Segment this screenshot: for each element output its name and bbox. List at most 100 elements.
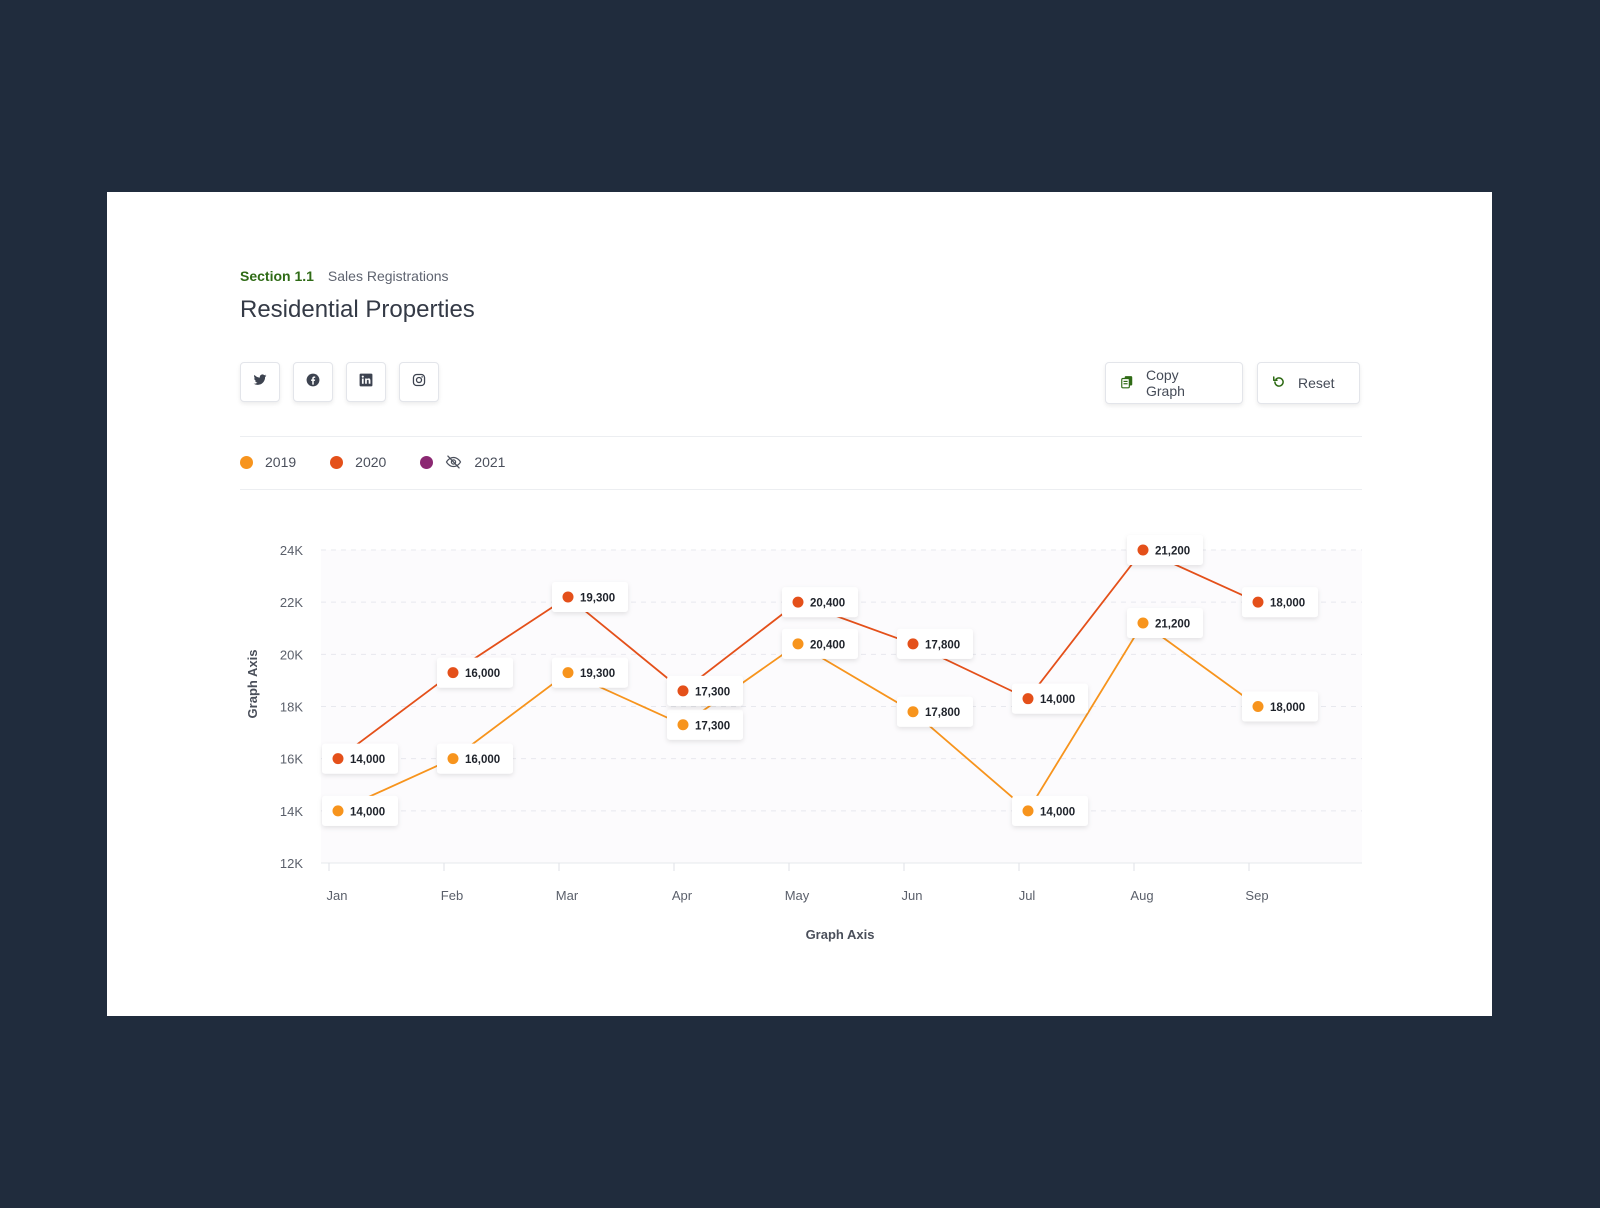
eye-off-icon bbox=[445, 455, 462, 469]
y-tick-label: 12K bbox=[280, 856, 303, 871]
data-point-2019-Jun: 17,800 bbox=[897, 696, 973, 727]
x-tick-label: Jun bbox=[902, 888, 923, 903]
data-point-2019-Sep: 18,000 bbox=[1242, 691, 1318, 722]
data-point-2020-Aug: 21,200 bbox=[1127, 535, 1203, 565]
data-label-box bbox=[322, 743, 398, 774]
data-label-box bbox=[552, 657, 628, 688]
data-label-box bbox=[897, 628, 973, 659]
data-marker bbox=[1252, 596, 1264, 608]
data-marker bbox=[1022, 693, 1034, 705]
data-marker bbox=[792, 638, 804, 650]
data-label-box bbox=[667, 675, 743, 706]
data-marker bbox=[332, 805, 344, 817]
data-label: 20,400 bbox=[810, 598, 845, 610]
copy-graph-button[interactable]: Copy Graph bbox=[1105, 362, 1243, 404]
legend-divider-top bbox=[240, 436, 1362, 437]
data-label-box bbox=[322, 795, 398, 826]
data-marker bbox=[792, 596, 804, 608]
facebook-icon bbox=[306, 373, 320, 392]
graph-actions: Copy Graph Reset bbox=[1105, 362, 1360, 404]
data-point-2020-Feb: 16,000 bbox=[437, 657, 513, 688]
twitter-icon bbox=[253, 373, 267, 392]
linkedin-share-button[interactable] bbox=[346, 362, 386, 402]
x-tick-label: Apr bbox=[672, 888, 693, 903]
line-chart: 12K 14K 16K 18K 20K 22K 24K Jan Feb Mar Apr May Jun J… bbox=[107, 192, 1492, 1016]
data-marker bbox=[677, 719, 689, 731]
legend-item-2021[interactable]: 2021 bbox=[420, 454, 505, 470]
data-point-2019-Jan: 14,000 bbox=[322, 795, 398, 826]
data-label-box bbox=[437, 743, 513, 774]
data-label-box bbox=[1242, 587, 1318, 618]
y-tick-label: 24K bbox=[280, 543, 303, 558]
linkedin-icon bbox=[359, 373, 373, 392]
legend-item-2020[interactable]: 2020 bbox=[330, 454, 386, 470]
data-label-box bbox=[1127, 535, 1203, 565]
data-label: 20,400 bbox=[810, 639, 845, 651]
legend-dot-2021 bbox=[420, 455, 434, 469]
data-label-box bbox=[782, 587, 858, 618]
data-label: 19,300 bbox=[580, 592, 615, 604]
data-label: 14,000 bbox=[350, 754, 385, 766]
section-label: Section 1.1 bbox=[240, 268, 314, 284]
legend-item-2019[interactable]: 2019 bbox=[240, 454, 296, 470]
data-marker bbox=[907, 638, 919, 650]
data-marker bbox=[907, 706, 919, 718]
data-marker bbox=[1022, 805, 1034, 817]
data-label: 21,200 bbox=[1155, 619, 1190, 631]
reset-icon bbox=[1272, 375, 1286, 392]
twitter-share-button[interactable] bbox=[240, 362, 280, 402]
data-label: 17,800 bbox=[925, 639, 960, 651]
data-marker bbox=[332, 753, 344, 765]
y-tick-label: 20K bbox=[280, 647, 303, 662]
data-label-box bbox=[667, 709, 743, 740]
data-label: 16,000 bbox=[465, 668, 500, 680]
legend-label-2020: 2020 bbox=[355, 454, 387, 470]
data-point-2020-Mar: 19,300 bbox=[552, 581, 628, 612]
data-label: 17,300 bbox=[695, 720, 730, 732]
data-label: 21,200 bbox=[1155, 546, 1190, 558]
x-tick-label: Mar bbox=[556, 888, 579, 903]
data-label: 19,300 bbox=[580, 668, 615, 680]
instagram-share-button[interactable] bbox=[399, 362, 439, 402]
data-point-2019-Apr: 17,300 bbox=[667, 709, 743, 740]
data-label-box bbox=[1127, 608, 1203, 639]
instagram-icon bbox=[412, 373, 426, 392]
data-label-box bbox=[1012, 683, 1088, 714]
legend-divider-bottom bbox=[240, 489, 1362, 490]
legend-dot-2019 bbox=[240, 455, 253, 469]
section-subtitle: Sales Registrations bbox=[327, 268, 449, 284]
data-label: 14,000 bbox=[1040, 806, 1075, 818]
facebook-share-button[interactable] bbox=[293, 362, 333, 402]
data-point-2019-Feb: 16,000 bbox=[437, 743, 513, 774]
x-tick-label: Feb bbox=[441, 888, 463, 903]
page-title: Residential Properties bbox=[240, 296, 475, 323]
data-point-2019-May: 20,400 bbox=[782, 628, 858, 659]
data-point-2020-Jun: 17,800 bbox=[897, 628, 973, 659]
data-marker bbox=[1137, 544, 1149, 556]
legend-label-2019: 2019 bbox=[265, 454, 297, 470]
data-point-2019-Aug: 21,200 bbox=[1127, 608, 1203, 639]
graph-card: Section 1.1 Sales Registrations Resident… bbox=[107, 192, 1492, 1016]
data-point-2020-Sep: 18,000 bbox=[1242, 587, 1318, 618]
social-share-row bbox=[240, 362, 439, 402]
copy-graph-label: Copy Graph bbox=[1146, 367, 1185, 399]
data-label-box bbox=[1012, 795, 1088, 826]
data-label: 18,000 bbox=[1270, 702, 1305, 714]
data-point-2020-Apr: 17,300 bbox=[667, 675, 743, 706]
data-label: 14,000 bbox=[350, 806, 385, 818]
data-label: 17,800 bbox=[925, 707, 960, 719]
data-label-box bbox=[552, 581, 628, 612]
data-point-2020-Jan: 14,000 bbox=[322, 743, 398, 774]
data-marker bbox=[562, 591, 574, 603]
x-tick-label: Aug bbox=[1130, 888, 1153, 903]
breadcrumb: Section 1.1 Sales Registrations bbox=[240, 268, 449, 284]
data-marker bbox=[677, 685, 689, 697]
reset-button[interactable]: Reset bbox=[1257, 362, 1360, 404]
data-label: 16,000 bbox=[465, 754, 500, 766]
copy-icon bbox=[1120, 375, 1134, 392]
chart-legend: 2019 2020 2021 bbox=[240, 454, 505, 470]
y-tick-label: 16K bbox=[280, 752, 303, 767]
legend-label-2021: 2021 bbox=[474, 454, 506, 470]
data-label-box bbox=[897, 696, 973, 727]
data-label-box bbox=[1242, 691, 1318, 722]
